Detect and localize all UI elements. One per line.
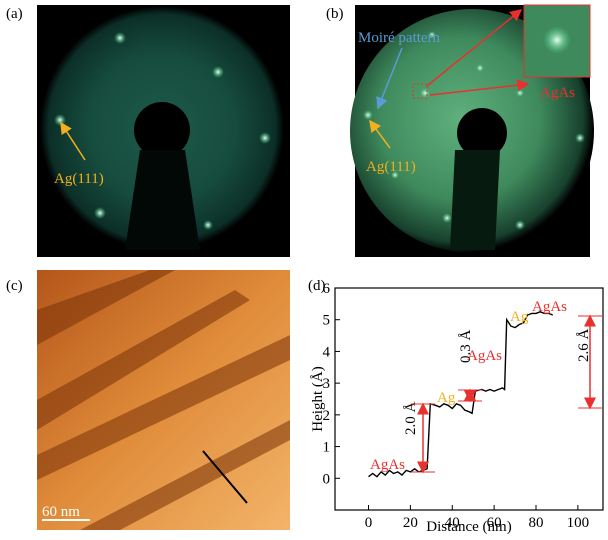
y-axis-label: Height (Å) xyxy=(310,366,326,431)
plot-frame xyxy=(335,288,603,510)
x-tick-label: 100 xyxy=(567,515,590,531)
annotation: Ag(111) xyxy=(54,171,104,187)
inset-spot xyxy=(543,26,571,54)
annotation: Ag xyxy=(437,390,456,406)
holder-shadow xyxy=(450,150,500,250)
annotation: AgAs xyxy=(532,299,567,315)
annotation: Ag(111) xyxy=(366,159,416,175)
figure: (a) Ag(111) (b) Moiré pattern Ag(111) Ag… xyxy=(0,0,608,535)
y-tick-label: 6 xyxy=(323,281,331,297)
y-tick-label: 1 xyxy=(323,440,331,456)
panel-a: (a) Ag(111) xyxy=(6,5,290,257)
x-tick-label: 20 xyxy=(403,515,418,531)
scale-bar-label: 60 nm xyxy=(42,504,80,520)
panel-c: 60 nm (c) xyxy=(6,270,290,530)
panel-label: (c) xyxy=(6,278,23,294)
annotation: 2.0 Å xyxy=(403,402,419,436)
annotation: AgAs xyxy=(370,457,405,473)
panel-b: (b) Moiré pattern Ag(111) AgAs xyxy=(326,5,594,257)
x-tick-label: 80 xyxy=(529,515,544,531)
x-axis-label: Distance (nm) xyxy=(426,519,511,535)
annotation: Ag xyxy=(510,309,529,325)
annotation: 0.3 Å xyxy=(458,330,474,364)
y-tick-label: 5 xyxy=(323,313,331,329)
annotation: Moiré pattern xyxy=(358,30,441,46)
panel-label: (a) xyxy=(6,6,23,22)
sample-shadow xyxy=(134,102,190,158)
y-tick-label: 0 xyxy=(323,471,331,487)
panel-label: (b) xyxy=(326,6,344,22)
annotation: AgAs xyxy=(540,85,575,101)
y-tick-label: 4 xyxy=(323,344,331,360)
x-tick-label: 0 xyxy=(365,515,373,531)
